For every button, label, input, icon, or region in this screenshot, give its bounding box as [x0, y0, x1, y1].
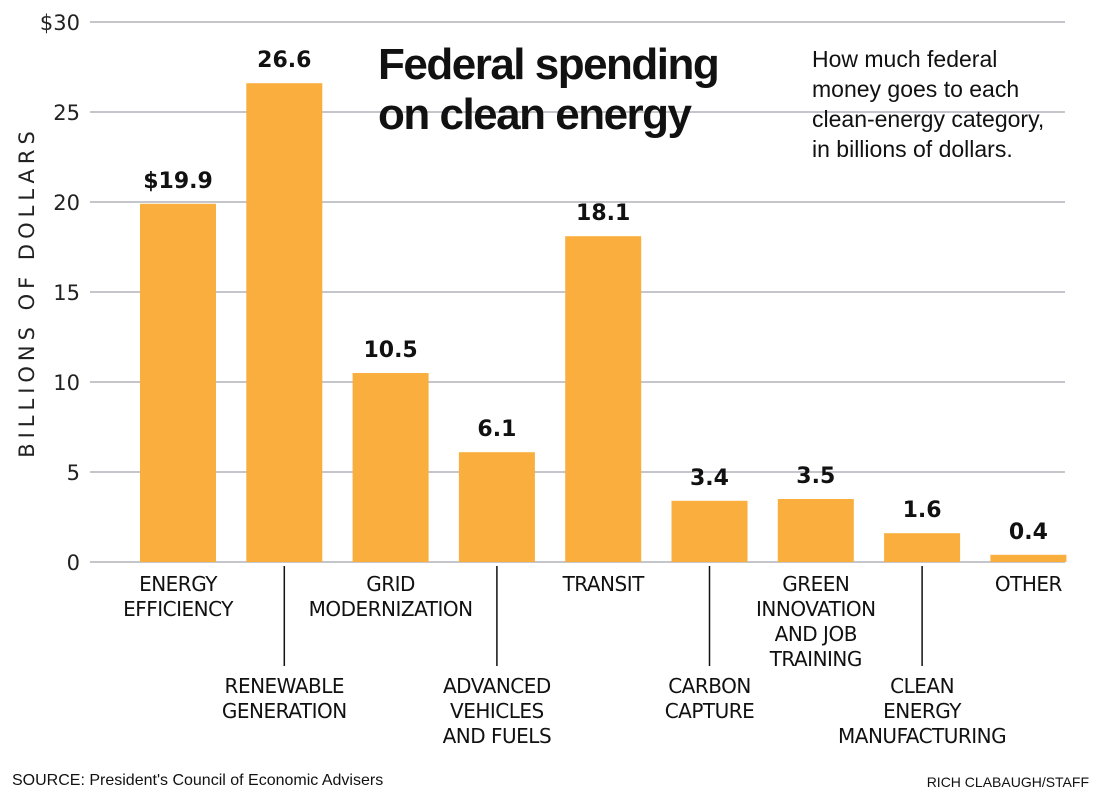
- y-tick-label: 5: [67, 461, 80, 485]
- chart-title: Federal spending on clean energy: [378, 40, 720, 140]
- category-label: ENERGY: [139, 572, 218, 596]
- bar: [990, 554, 1067, 562]
- bar: [246, 83, 323, 562]
- category-label: EFFICIENCY: [123, 597, 234, 621]
- category-labels: ENERGYEFFICIENCYRENEWABLEGENERATIONGRIDM…: [123, 566, 1063, 748]
- category-label: VEHICLES: [450, 699, 544, 723]
- bar: [671, 500, 748, 562]
- category-label: MANUFACTURING: [838, 724, 1006, 748]
- value-label: 3.5: [796, 464, 835, 489]
- source-note: SOURCE: President's Council of Economic …: [12, 772, 384, 789]
- bar: [565, 236, 642, 562]
- category-label: GREEN: [782, 572, 849, 596]
- y-axis-ticks: 0 5 10 15 20 25 $30: [40, 11, 80, 575]
- credit-note: RICH CLABAUGH/STAFF: [926, 774, 1089, 790]
- category-label: CARBON: [668, 674, 751, 698]
- y-tick-label: $30: [40, 11, 80, 35]
- chart-subtitle: How much federal money goes to each clea…: [812, 44, 1097, 164]
- chart-subtitle-line: clean-energy category,: [812, 106, 1045, 132]
- category-label: GENERATION: [222, 699, 347, 723]
- y-tick-label: 20: [53, 191, 80, 215]
- bar: [352, 373, 429, 562]
- category-label: ENERGY: [883, 699, 962, 723]
- value-label: 1.6: [903, 498, 942, 523]
- category-label: CAPTURE: [665, 699, 755, 723]
- category-label: INNOVATION: [756, 597, 876, 621]
- category-label: GRID: [366, 572, 415, 596]
- bars: [140, 83, 1067, 563]
- chart-subtitle-line: money goes to each: [812, 76, 1020, 102]
- value-label: 18.1: [576, 201, 630, 226]
- value-label: 6.1: [477, 417, 516, 442]
- chart-title-line: Federal spending: [378, 40, 720, 89]
- y-tick-label: 10: [53, 371, 80, 395]
- bar: [458, 452, 535, 562]
- category-label: AND JOB: [775, 622, 857, 646]
- value-label: 26.6: [257, 48, 311, 73]
- bar: [884, 533, 961, 562]
- category-label: RENEWABLE: [225, 674, 345, 698]
- y-tick-label: 15: [53, 281, 80, 305]
- value-label: 3.4: [690, 466, 729, 491]
- chart-subtitle-line: in billions of dollars.: [812, 136, 1013, 162]
- category-label: ADVANCED: [443, 674, 551, 698]
- category-label: TRANSIT: [562, 572, 646, 596]
- bar: [140, 203, 216, 563]
- y-tick-label: 25: [53, 101, 80, 125]
- value-labels: $19.9 26.6 10.5 6.1 18.1 3.4 3.5 1.6 0.4: [143, 48, 1048, 545]
- category-label: CLEAN: [890, 674, 954, 698]
- category-label: TRAINING: [769, 647, 862, 671]
- category-label: MODERNIZATION: [309, 597, 473, 621]
- y-tick-label: 0: [67, 551, 80, 575]
- value-label: 10.5: [363, 338, 417, 363]
- y-axis-label: BILLIONS OF DOLLARS: [15, 126, 39, 458]
- chart-title-line: on clean energy: [378, 90, 692, 139]
- bar: [777, 499, 854, 562]
- value-label: 0.4: [1009, 520, 1048, 545]
- chart-subtitle-line: How much federal: [812, 46, 998, 72]
- category-label: OTHER: [995, 572, 1063, 596]
- value-label: $19.9: [143, 169, 213, 194]
- category-label: AND FUELS: [443, 724, 552, 748]
